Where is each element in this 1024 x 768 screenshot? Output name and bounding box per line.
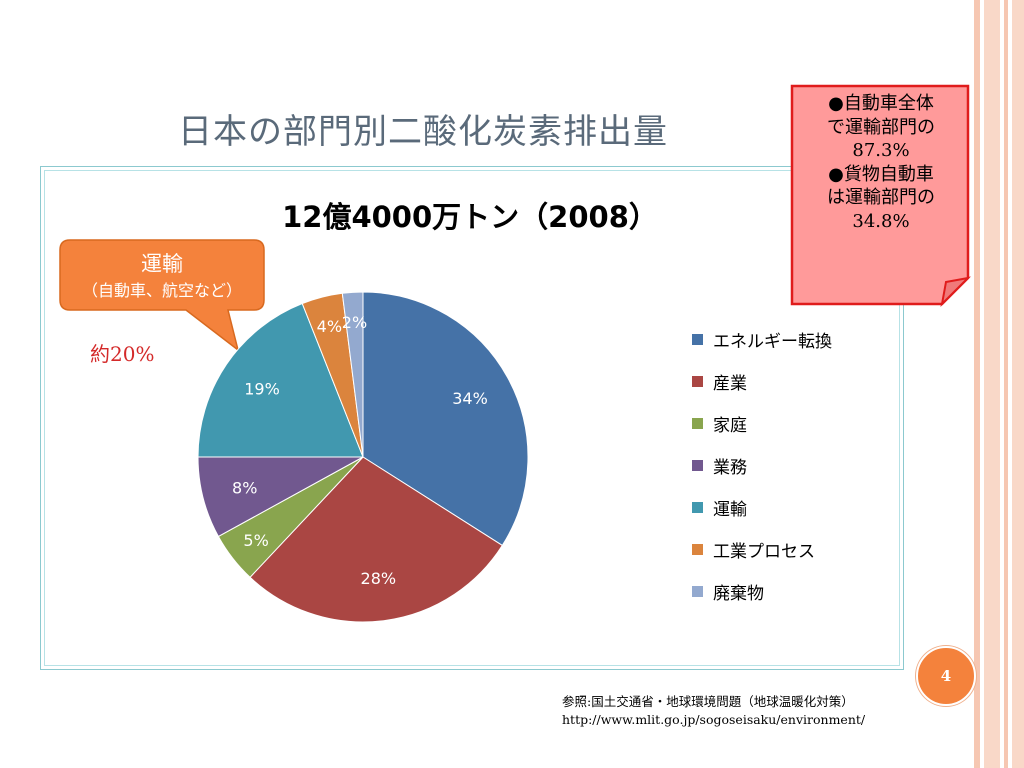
legend-item: 運輸 — [692, 486, 832, 528]
pie-slice-label: 8% — [232, 478, 257, 497]
decor-stripe-1 — [974, 0, 980, 768]
source-citation: 参照:国土交通省・地球環境問題（地球温暖化対策） http://www.mlit… — [562, 693, 865, 729]
decor-stripe-3 — [1004, 0, 1008, 768]
legend-swatch — [692, 459, 703, 471]
pie-slice — [341, 291, 364, 458]
legend-label: 家庭 — [713, 415, 747, 436]
note-line: 34.8% — [852, 210, 910, 232]
callout-subtitle: （自動車、航空など） — [81, 281, 242, 300]
legend-label: 運輸 — [713, 499, 747, 520]
legend-label: 産業 — [713, 373, 747, 394]
legend-label: 業務 — [713, 457, 747, 478]
legend-item: 業務 — [692, 444, 832, 486]
approx-percent-label: 約20% — [90, 342, 155, 366]
callout-title: 運輸 — [141, 252, 183, 276]
legend-swatch — [692, 501, 703, 513]
legend-label: 工業プロセス — [713, 541, 815, 562]
page-number-badge: 4 — [916, 646, 976, 706]
chart-legend: エネルギー転換 産業家庭業務運輸工業プロセス 廃棄物 — [692, 318, 832, 612]
transport-callout-bubble — [59, 239, 265, 352]
note-line: は運輸部門の — [827, 187, 935, 208]
pie-slice-label: 4% — [317, 317, 342, 336]
legend-label: エネルギー転換 — [713, 331, 832, 352]
legend-swatch — [692, 417, 703, 429]
pie-slice — [197, 302, 364, 458]
legend-label: 廃棄物 — [713, 583, 764, 604]
pie-slice-label: 28% — [361, 569, 397, 588]
legend-item: 工業プロセス — [692, 528, 832, 570]
chart-frame-inner — [44, 170, 900, 666]
legend-item: 産業 — [692, 360, 832, 402]
decor-stripe-4 — [1012, 0, 1024, 768]
source-line-2: http://www.mlit.go.jp/sogoseisaku/enviro… — [562, 712, 866, 727]
pie-slice-label: 19% — [244, 379, 280, 398]
transport-callout: 運輸 （自動車、航空など） — [62, 250, 262, 304]
pie-slice — [249, 456, 504, 623]
source-line-1: 参照:国土交通省・地球環境問題（地球温暖化対策） — [562, 694, 854, 709]
legend-swatch — [692, 375, 703, 387]
note-fold — [940, 276, 971, 307]
legend-item: エネルギー転換 — [692, 318, 832, 360]
pie-slice — [362, 291, 529, 547]
slide-title: 日本の部門別二酸化炭素排出量 — [178, 112, 668, 152]
note-line: 87.3% — [852, 140, 910, 161]
note-line: ●貨物自動車 — [828, 163, 934, 185]
pie-slice-label: 5% — [243, 531, 268, 550]
note-line: で運輸部門の — [827, 116, 935, 138]
note-line: ●自動車全体 — [828, 93, 934, 114]
note-text: ●自動車全体 で運輸部門の 87.3% ●貨物自動車 は運輸部門の 34.8% — [800, 92, 962, 233]
legend-swatch — [692, 543, 703, 555]
legend-swatch — [692, 333, 703, 345]
chart-title: 12億4000万トン（2008） — [282, 200, 658, 234]
chart-frame — [40, 166, 904, 670]
pie-slice-label: 2% — [342, 313, 367, 332]
legend-item: 家庭 — [692, 402, 832, 444]
legend-swatch — [692, 585, 703, 597]
pie-slice-label: 34% — [452, 389, 488, 408]
legend-item: 廃棄物 — [692, 570, 832, 612]
decor-stripe-2 — [984, 0, 1000, 768]
